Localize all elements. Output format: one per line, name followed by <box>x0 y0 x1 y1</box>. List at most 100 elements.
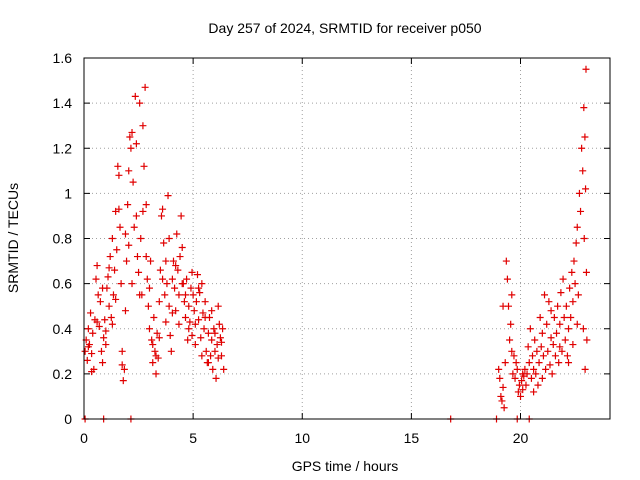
data-point <box>142 201 150 209</box>
data-point <box>544 347 552 355</box>
data-point <box>116 223 124 231</box>
data-point <box>105 302 113 310</box>
data-point <box>554 302 562 310</box>
data-point <box>218 338 226 346</box>
data-point <box>210 325 218 333</box>
data-point <box>570 257 578 265</box>
data-point <box>92 275 100 283</box>
data-point <box>108 320 116 328</box>
data-point <box>195 316 203 324</box>
data-point <box>509 370 517 378</box>
data-point <box>167 347 175 355</box>
data-point <box>95 322 103 330</box>
data-point <box>561 336 569 344</box>
data-point <box>175 320 183 328</box>
data-point <box>189 291 197 299</box>
data-point <box>545 298 553 306</box>
data-point <box>574 291 582 299</box>
data-point <box>188 332 196 340</box>
data-point <box>136 99 144 107</box>
data-point <box>575 189 583 197</box>
data-point <box>143 275 151 283</box>
data-point <box>162 318 170 326</box>
data-point <box>201 313 209 321</box>
data-point <box>195 284 203 292</box>
data-point <box>176 253 184 261</box>
data-point <box>187 284 195 292</box>
data-point <box>578 144 586 152</box>
data-point <box>547 334 555 342</box>
data-point <box>184 336 192 344</box>
data-point <box>560 313 568 321</box>
data-point <box>81 347 89 355</box>
data-point <box>499 302 507 310</box>
tick-labels: 0 5 10 15 20 0 0.2 0.4 0.6 0.8 1 1.2 1.4 1.6 <box>53 50 529 446</box>
data-point <box>566 284 574 292</box>
data-point <box>145 284 153 292</box>
data-point <box>573 223 581 231</box>
data-point <box>186 318 194 326</box>
data-point <box>153 329 161 337</box>
data-point <box>161 291 169 299</box>
data-point <box>149 359 157 367</box>
data-point <box>177 212 185 220</box>
data-point <box>183 275 191 283</box>
data-point <box>508 291 516 299</box>
data-point <box>178 244 186 252</box>
data-point <box>125 167 133 175</box>
data-point <box>171 284 179 292</box>
data-point <box>518 377 526 385</box>
data-point <box>155 334 163 342</box>
data-point <box>517 392 525 400</box>
data-point <box>102 327 110 335</box>
data-point <box>207 352 215 360</box>
data-point <box>568 268 576 276</box>
data-point <box>126 133 134 141</box>
data-point <box>538 329 546 337</box>
data-point <box>174 266 182 274</box>
data-point <box>573 320 581 328</box>
data-point <box>84 343 92 351</box>
data-point <box>128 280 136 288</box>
data-point <box>191 320 199 328</box>
data-point <box>515 381 523 389</box>
data-point <box>150 313 158 321</box>
data-point <box>133 253 141 261</box>
data-point <box>141 83 149 91</box>
data-point <box>555 359 563 367</box>
y-tick-label: 0 <box>64 411 72 427</box>
data-point <box>209 365 217 373</box>
data-point <box>215 320 223 328</box>
data-point <box>164 192 172 200</box>
data-point <box>168 275 176 283</box>
data-point <box>506 336 514 344</box>
data-point <box>525 359 533 367</box>
data-point <box>152 370 160 378</box>
data-point <box>551 352 559 360</box>
data-point <box>201 298 209 306</box>
data-point <box>118 361 126 369</box>
data-point <box>200 325 208 333</box>
grid-lines <box>84 58 610 419</box>
y-tick-label: 0.6 <box>53 276 73 292</box>
data-point <box>569 341 577 349</box>
data-point <box>538 374 546 382</box>
data-point <box>139 207 147 215</box>
y-tick-label: 1.4 <box>53 95 73 111</box>
data-point <box>119 377 127 385</box>
data-point <box>202 347 210 355</box>
data-point <box>130 223 138 231</box>
data-point <box>519 386 527 394</box>
data-point <box>497 392 505 400</box>
data-point <box>88 368 96 376</box>
data-point <box>160 239 168 247</box>
data-point <box>181 313 189 321</box>
data-point <box>500 404 508 412</box>
y-tick-label: 0.8 <box>53 231 73 247</box>
data-point <box>132 140 140 148</box>
y-tick-label: 1.2 <box>53 140 73 156</box>
data-point <box>147 257 155 265</box>
data-point <box>534 381 542 389</box>
data-point <box>178 280 186 288</box>
data-point <box>556 320 564 328</box>
